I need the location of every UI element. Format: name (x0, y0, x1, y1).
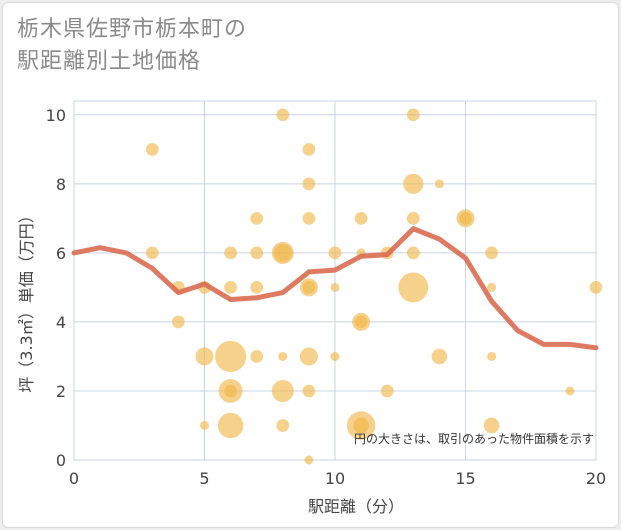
axis-ticks: 0 5 10 15 20 0 2 4 6 8 10 (46, 106, 607, 488)
data-point (304, 455, 314, 465)
data-point (353, 417, 369, 434)
x-tick-label: 10 (325, 469, 345, 488)
y-tick-label: 0 (56, 451, 66, 470)
data-point (271, 379, 294, 402)
data-point (330, 351, 340, 361)
data-point (406, 246, 420, 260)
trend-line (71, 226, 599, 351)
data-point (217, 412, 244, 439)
y-tick-label: 8 (56, 175, 66, 194)
data-point (299, 347, 318, 366)
data-point (487, 351, 497, 361)
data-point (565, 386, 575, 396)
data-point (200, 420, 209, 430)
y-tick-label: 4 (56, 313, 66, 332)
data-point (380, 384, 394, 398)
chart-title-line1: 栃木県佐野市栃本町の (17, 17, 248, 42)
data-point (328, 246, 342, 260)
data-point (172, 315, 185, 329)
y-tick-label: 6 (56, 244, 66, 263)
data-point (145, 142, 159, 156)
bubble-size-note: 円の大きさは、取引のあった物件面積を示す (354, 431, 594, 446)
data-point (483, 417, 500, 434)
x-tick-label: 15 (455, 469, 475, 488)
bubble-layer (145, 108, 603, 465)
x-tick-label: 0 (69, 469, 79, 488)
y-tick-label: 10 (46, 106, 66, 125)
data-point (250, 350, 264, 363)
chart-title-line2: 駅距離別土地価格 (17, 49, 202, 74)
data-point (487, 282, 497, 292)
data-point (224, 384, 237, 398)
data-point (403, 173, 424, 194)
data-point (330, 282, 340, 292)
x-tick-label: 5 (199, 469, 209, 488)
y-tick-label: 2 (56, 382, 66, 401)
data-point (195, 347, 214, 366)
data-point (250, 281, 264, 294)
data-point (354, 212, 368, 225)
data-point (250, 212, 264, 225)
data-point (485, 246, 498, 260)
data-point (459, 212, 472, 225)
data-point (302, 177, 316, 191)
data-point (215, 340, 247, 373)
grid-lines (73, 100, 597, 461)
data-point (354, 315, 368, 329)
data-point (276, 108, 290, 122)
data-point (250, 246, 264, 260)
data-point (589, 281, 603, 294)
data-point (224, 246, 237, 260)
data-point (278, 351, 288, 361)
data-point (276, 419, 290, 432)
data-point (406, 212, 420, 225)
data-point (406, 108, 420, 122)
data-point (224, 281, 237, 294)
data-point (431, 348, 448, 365)
data-point (302, 142, 316, 156)
data-point (302, 212, 316, 225)
data-point (273, 243, 292, 262)
y-axis-title: 坪（3.3㎡）単価（万円） (17, 207, 36, 392)
data-point (398, 272, 429, 303)
data-point (302, 384, 316, 398)
x-tick-label: 20 (586, 469, 606, 488)
data-point (434, 179, 444, 189)
data-point (302, 281, 316, 294)
chart-title: 栃木県佐野市栃本町の 駅距離別土地価格 (17, 14, 247, 78)
data-point (145, 246, 159, 260)
x-axis-title: 駅距離（分） (308, 497, 404, 516)
